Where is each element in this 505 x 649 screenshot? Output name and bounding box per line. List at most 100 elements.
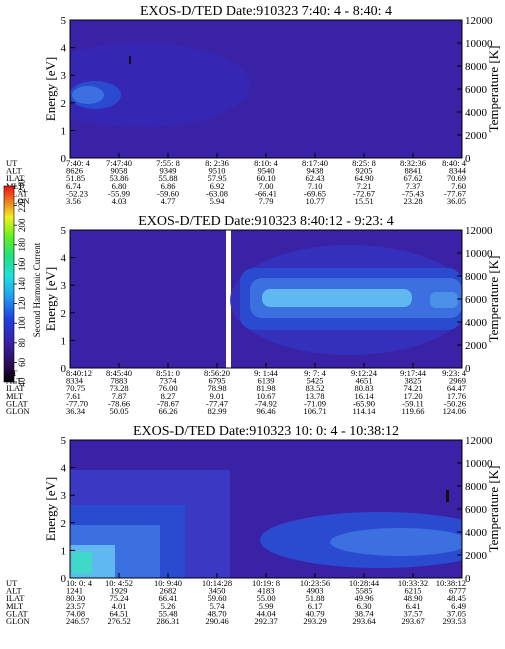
panel-2-ephemeris-cell: 96.46 — [256, 406, 275, 416]
panel-3-ephemeris-cell: 59.60 — [207, 593, 226, 603]
panel-1-y2tick-label: 4000 — [465, 107, 488, 119]
panel-3-ephemeris-cell: 293.64 — [352, 616, 376, 626]
panel-2-y2tick-label: 2000 — [465, 340, 488, 352]
panel-3-ephemeris-cell: 10:38:12 — [436, 578, 466, 588]
panel-1-ephemeris-cell: 4.77 — [161, 196, 176, 206]
panel-1-mark — [129, 56, 131, 64]
panel-2-ephemeris-row-label: GLAT — [6, 398, 29, 408]
panel-1-ephemeris-cell: -66.41 — [255, 188, 277, 198]
panel-2-y2-ticks: 0 2000 4000 6000 8000 10000 12000 — [457, 225, 493, 375]
colorbar-tick-label: 120 — [17, 296, 27, 310]
panel-2-ephemeris-cell: 73.28 — [109, 383, 128, 393]
panel-2: EXOS-D/TED Date:910323 8:40:12 - 9:23: 4… — [6, 214, 501, 416]
panel-3-ytick-label: 3 — [61, 490, 67, 502]
panel-2-ephemeris-cell: -77.70 — [66, 398, 88, 408]
panel-3-mark — [446, 490, 449, 502]
panel-3-ephemeris-cell: 246.57 — [66, 616, 89, 626]
panel-3-ytick-label: 2 — [61, 518, 67, 530]
panel-3-ephemeris-cell: 290.46 — [205, 616, 228, 626]
colorbar-tick-label: 140 — [17, 277, 27, 291]
panel-3-ephemeris-cell: 75.24 — [109, 593, 129, 603]
panel-2-ephemeris-cell: 80.83 — [354, 383, 373, 393]
colorbar-tick-label: 200 — [17, 218, 27, 232]
panel-2-ephemeris-cell: 78.98 — [207, 383, 226, 393]
panel-1-ephemeris-cell: 7.79 — [259, 196, 274, 206]
panel-3-ephemeris-cell: 6215 — [405, 586, 422, 596]
panel-2-ephemeris: UTALTILATMLTGLATGLON8:40:12833470.757.61… — [6, 363, 467, 416]
panel-1-ephemeris-cell: 9510 — [209, 166, 226, 176]
panel-3-ephemeris-cell: 5.99 — [259, 601, 274, 611]
panel-3-ephemeris-cell: 55.48 — [158, 608, 177, 618]
panel-1: EXOS-D/TED Date:910323 7:40: 4 - 8:40: 4… — [6, 4, 501, 206]
panel-1-haze — [70, 43, 250, 127]
panel-1-y2-ticks: 0 2000 4000 6000 8000 10000 12000 — [457, 15, 493, 165]
panel-2-ephemeris-cell: -74.92 — [255, 398, 277, 408]
panel-1-ytick-label: 0 — [61, 153, 67, 165]
panel-1-y2tick-label: 12000 — [465, 15, 493, 27]
panel-3-ephemeris-row-label: ILAT — [6, 593, 25, 603]
panel-1-ephemeris-cell: 60.10 — [256, 173, 275, 183]
panel-3-ephemeris-cell: 276.52 — [107, 616, 130, 626]
panel-2-ephemeris-cell: 9.01 — [210, 391, 225, 401]
panel-3-ephemeris-cell: 1241 — [66, 586, 83, 596]
panel-1-ephemeris-cell: -63.08 — [206, 188, 228, 198]
panel-2-y2label: Temperature [K] — [486, 256, 501, 343]
panel-2-ytick-label: 1 — [61, 335, 67, 347]
colorbar-tick-label: 180 — [17, 238, 27, 252]
panel-1-y2tick-label: 8000 — [465, 61, 488, 73]
panel-3-ephemeris-cell: 2682 — [160, 586, 177, 596]
panel-1-y2tick-label: 2000 — [465, 130, 488, 142]
panel-3-ephemeris-cell: 5585 — [356, 586, 373, 596]
panel-3-ephemeris-cell: 3450 — [209, 586, 226, 596]
panel-1-y2tick-label: 0 — [465, 153, 471, 165]
panel-2-ephemeris-cell: 106.71 — [303, 406, 326, 416]
panel-3-ephemeris-cell: 66.41 — [158, 593, 177, 603]
panel-3-ephemeris-cell: 10:14:28 — [202, 578, 232, 588]
panel-1-y2label: Temperature [K] — [486, 46, 501, 133]
panel-2-ephemeris-cell: 114.14 — [352, 406, 376, 416]
panel-1-ytick-label: 1 — [61, 125, 67, 137]
panel-1-ephemeris-row-label: UT — [6, 158, 18, 168]
colorbar-ticks: 40 60 80 100 120 140 160 180 200 220 240 — [14, 179, 27, 387]
panel-1-ephemeris-cell: 3.56 — [66, 196, 81, 206]
panel-2-y2tick-label: 4000 — [465, 317, 488, 329]
panel-1-ephemeris-cell: -55.99 — [108, 188, 130, 198]
panel-2-ephemeris-cell: 9:23: 4 — [442, 368, 467, 378]
panel-2-ephemeris-cell: 82.99 — [207, 406, 226, 416]
panel-3-ephemeris-cell: 74.08 — [66, 608, 85, 618]
panel-1-y2tick-label: 6000 — [465, 84, 488, 96]
panel-3-y2tick-label: 6000 — [465, 504, 488, 516]
colorbar-tick-label: 160 — [17, 257, 27, 271]
panel-3-ephemeris-cell: 6.17 — [308, 601, 323, 611]
panel-2-ephemeris-row-label: ILAT — [6, 383, 25, 393]
panel-2-y2tick-label: 6000 — [465, 294, 488, 306]
panel-1-ytick-label: 5 — [61, 15, 67, 27]
panel-3-ephemeris-cell: 4.01 — [112, 601, 127, 611]
panel-2-ephemeris-cell: 9:12:24 — [351, 368, 378, 378]
panel-2-ytick-label: 4 — [61, 253, 67, 265]
panel-3-ephemeris-cell: 4183 — [258, 586, 275, 596]
panel-3-ephemeris-cell: 48.90 — [403, 593, 422, 603]
panel-2-ephemeris-cell: 4651 — [356, 376, 373, 386]
panel-3-ytick-label: 1 — [61, 545, 67, 557]
panel-2-ephemeris-cell: 5425 — [307, 376, 324, 386]
panel-2-ephemeris-cell: -78.67 — [157, 398, 179, 408]
panel-3-ephemeris-cell: 292.37 — [254, 616, 277, 626]
panel-1-ephemeris-cell: 62.43 — [305, 173, 324, 183]
panel-1-ephemeris-cell: 53.86 — [109, 173, 128, 183]
panel-2-ephemeris-cell: 36.34 — [66, 406, 86, 416]
panel-2-ephemeris-cell: 8334 — [66, 376, 84, 386]
panel-2-ephemeris-cell: 16.14 — [354, 391, 374, 401]
panel-3-ephemeris-cell: 37.57 — [403, 608, 422, 618]
panel-1-ephemeris-cell: 8626 — [66, 166, 83, 176]
panel-3-ephemeris-cell: 6777 — [449, 586, 466, 596]
panel-3-ephemeris-row-label: GLAT — [6, 608, 29, 618]
panel-1-y-ticks: 0 1 2 3 4 5 — [61, 15, 75, 165]
panel-2-ephemeris-cell: 9:17:44 — [400, 368, 427, 378]
panel-3-right-band-core — [330, 528, 462, 556]
panel-1-ephemeris-row-label: ILAT — [6, 173, 25, 183]
panel-2-ephemeris-cell: 83.52 — [305, 383, 324, 393]
panel-2-ephemeris-cell: 8.27 — [161, 391, 176, 401]
panel-3-y2tick-label: 0 — [465, 573, 471, 585]
panel-3-ytick-label: 0 — [61, 573, 67, 585]
